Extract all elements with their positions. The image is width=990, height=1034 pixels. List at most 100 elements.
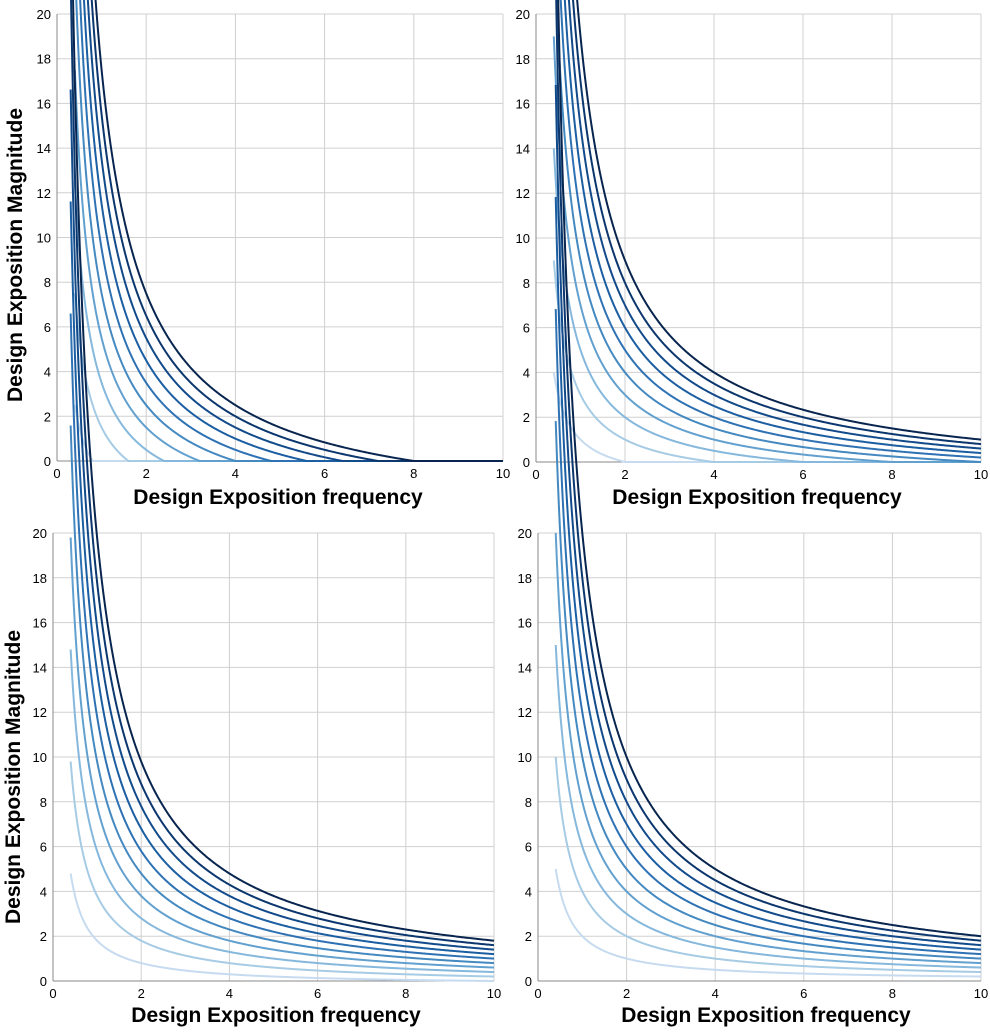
y-tick-label: 4 (40, 884, 47, 899)
x-tick-label: 6 (314, 986, 321, 1001)
y-tick-label: 12 (33, 705, 47, 720)
series-line-4 (69, 537, 495, 969)
y-tick-label: 8 (44, 275, 51, 290)
y-tick-label: 4 (523, 365, 530, 380)
series-line-7 (554, 196, 982, 951)
series-line-3 (69, 649, 495, 974)
y-tick-label: 14 (518, 660, 532, 675)
x-tick-label: 6 (799, 467, 806, 482)
x-tick-label: 0 (532, 467, 539, 482)
y-tick-label: 16 (33, 616, 47, 631)
y-tick-label: 12 (37, 186, 51, 201)
y-tick-label: 4 (44, 365, 51, 380)
gridlines (56, 13, 504, 462)
x-tick-label: 2 (623, 986, 630, 1001)
y-axis-title: Design Exposition Magnitude (4, 107, 27, 402)
series-line-2 (554, 756, 982, 974)
y-tick-label: 8 (525, 795, 532, 810)
y-tick-label: 16 (516, 97, 530, 112)
y-tick-label: 20 (518, 526, 532, 541)
x-tick-label: 10 (974, 467, 988, 482)
series-line-7 (83, 0, 503, 462)
y-axis-title: Design Exposition Magnitude (2, 629, 25, 924)
y-tick-label: 12 (516, 186, 530, 201)
y-tick-label: 10 (33, 750, 47, 765)
x-tick-label: 4 (712, 986, 719, 1001)
series-line-9 (70, 0, 495, 947)
y-tick-label: 18 (33, 571, 47, 586)
y-tick-label: 2 (523, 410, 530, 425)
y-tick-label: 0 (523, 455, 530, 470)
x-tick-label: 4 (710, 467, 717, 482)
y-tick-label: 16 (518, 616, 532, 631)
series-line-2 (69, 761, 495, 978)
series-line-10 (576, 0, 982, 441)
series-line-4 (73, 69, 503, 462)
series-line-8 (554, 84, 982, 947)
series-line-5 (75, 0, 503, 462)
series-line-7 (69, 201, 495, 956)
series-line-8 (86, 0, 503, 462)
series-line-6 (559, 0, 982, 459)
series-line-5 (554, 420, 982, 960)
x-tick-label: 2 (621, 467, 628, 482)
series-line-8 (567, 0, 982, 450)
y-tick-label: 8 (40, 795, 47, 810)
y-tick-label: 20 (516, 7, 530, 22)
y-tick-label: 6 (40, 840, 47, 855)
series-line-1 (73, 404, 503, 462)
chart-panel-top-right: 0 2 4 6 8 10 0 2 4 6 8 10 12 14 16 18 20 Design Expositi… (510, 0, 990, 517)
x-tick-label: 8 (402, 986, 409, 1001)
series-line-8 (69, 89, 495, 951)
x-axis-title: Design Exposition frequency (133, 486, 423, 509)
x-tick-label: 0 (49, 986, 56, 1001)
series-line-5 (69, 425, 495, 965)
x-tick-label: 2 (143, 466, 150, 481)
series-line-6 (69, 313, 495, 960)
chart-panel-bottom-right: 0 2 4 6 8 10 0 2 4 6 8 10 12 14 16 18 20 Design Expositi… (510, 0, 990, 1034)
y-tick-label: 14 (33, 660, 47, 675)
y-tick-label: 16 (37, 96, 51, 111)
series-line-1 (69, 873, 495, 982)
y-tick-label: 6 (523, 321, 530, 336)
series-line-2 (73, 293, 503, 462)
series-group (554, 0, 982, 978)
x-tick-label: 10 (487, 986, 501, 1001)
y-tick-label: 18 (37, 52, 51, 67)
y-tick-label: 14 (516, 141, 530, 156)
series-line-6 (554, 308, 982, 956)
x-tick-label: 10 (496, 466, 510, 481)
y-tick-label: 10 (518, 750, 532, 765)
series-line-10 (557, 0, 982, 938)
y-tick-label: 4 (525, 884, 532, 899)
chart-panel-bottom-left: Design Exposition Magnitude 0 2 4 6 8 10 0 2 4 6 8… (0, 0, 510, 1034)
y-tick-label: 18 (516, 52, 530, 67)
x-tick-label: 10 (974, 986, 988, 1001)
y-tick-label: 20 (33, 526, 47, 541)
series-line-5 (555, 0, 982, 463)
y-tick-label: 8 (523, 276, 530, 291)
x-tick-label: 8 (410, 466, 417, 481)
gridlines (52, 532, 495, 982)
y-tick-label: 10 (516, 231, 530, 246)
y-tick-label: 2 (44, 409, 51, 424)
x-tick-label: 0 (534, 986, 541, 1001)
series-line-10 (94, 0, 503, 462)
series-line-4 (552, 36, 981, 463)
series-line-7 (563, 0, 982, 455)
y-tick-label: 20 (37, 7, 51, 22)
y-tick-label: 0 (44, 454, 51, 469)
series-line-9 (555, 0, 982, 942)
x-axis-title: Design Exposition frequency (131, 1004, 421, 1027)
x-tick-label: 8 (889, 986, 896, 1001)
y-tick-label: 0 (525, 974, 532, 989)
series-line-4 (554, 532, 982, 965)
x-axis-title: Design Exposition frequency (621, 1004, 911, 1027)
series-line-9 (90, 0, 503, 462)
series-line-10 (72, 0, 495, 942)
chart-plot: 0 2 4 6 8 10 0 2 4 6 8 10 12 14 16 18 20 (33, 0, 501, 1001)
x-tick-label: 8 (888, 467, 895, 482)
y-tick-label: 6 (525, 840, 532, 855)
series-group (69, 0, 495, 982)
y-tick-label: 2 (525, 929, 532, 944)
